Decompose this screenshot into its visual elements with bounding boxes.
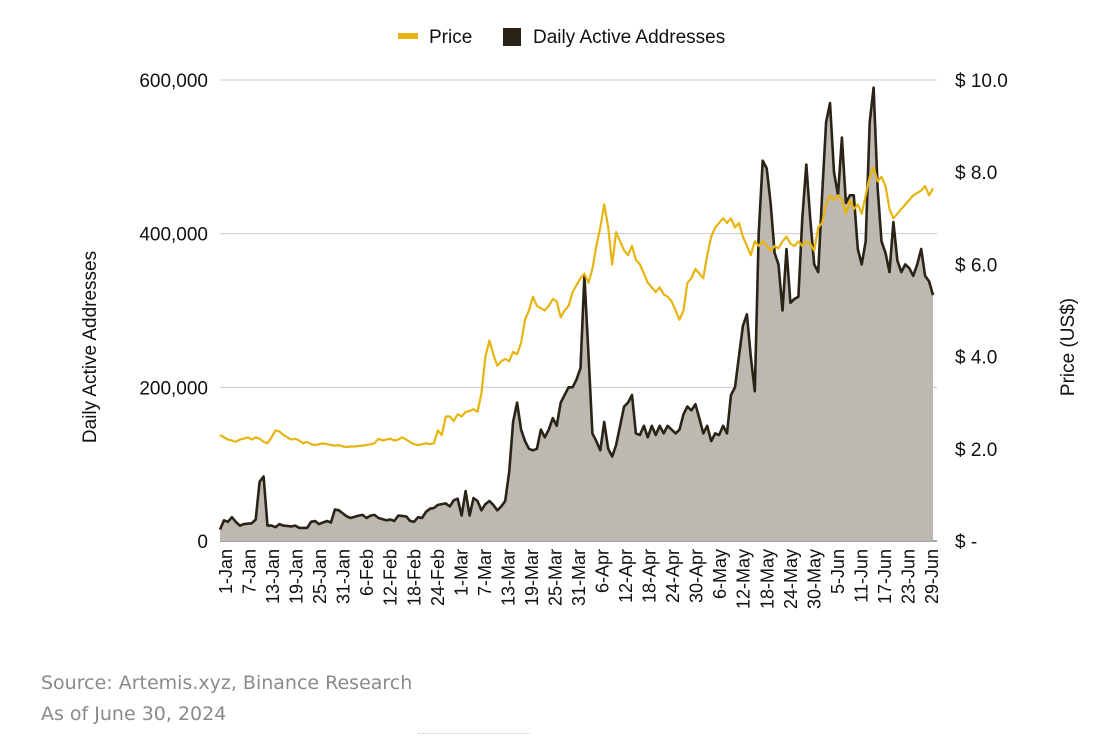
right-tick-label: $ 8.0: [955, 163, 997, 184]
x-tick-label: 18-May: [757, 549, 777, 609]
x-tick-label: 25-Jan: [310, 549, 330, 604]
x-tick-label: 18-Apr: [640, 549, 660, 603]
legend-daa-label: Daily Active Addresses: [533, 27, 725, 48]
x-tick-label: 31-Jan: [334, 549, 354, 604]
left-tick-label: 200,000: [139, 378, 208, 399]
x-tick-label: 31-Mar: [569, 549, 589, 606]
as-of-note: As of June 30, 2024: [41, 703, 227, 725]
right-axis-ticks: $ - $ 2.0 $ 4.0 $ 6.0 $ 8.0 $ 10.0: [955, 71, 1008, 553]
x-tick-label: 29-Jun: [922, 549, 942, 604]
x-tick-label: 18-Feb: [404, 549, 424, 606]
right-tick-label: $ 4.0: [955, 348, 997, 369]
x-tick-label: 12-Feb: [381, 549, 401, 606]
x-tick-label: 13-Mar: [498, 549, 518, 606]
right-axis-title: Price (US$): [1058, 298, 1079, 396]
left-axis-title: Daily Active Addresses: [80, 251, 101, 443]
left-tick-label: 0: [197, 532, 208, 553]
x-tick-label: 25-Mar: [546, 549, 566, 606]
right-tick-label: $ 6.0: [955, 255, 997, 276]
x-tick-label: 30-Apr: [687, 549, 707, 603]
x-tick-label: 24-Apr: [663, 549, 683, 603]
source-note: Source: Artemis.xyz, Binance Research: [41, 672, 413, 694]
daa-area-fill: [220, 87, 934, 541]
x-tick-label: 5-Jun: [828, 549, 848, 594]
x-tick-label: 19-Jan: [287, 549, 307, 604]
x-tick-label: 12-Apr: [616, 549, 636, 603]
line-layer: [218, 86, 935, 531]
x-tick-label: 24-Feb: [428, 549, 448, 606]
x-tick-label: 1-Mar: [451, 549, 471, 596]
x-tick-label: 17-Jun: [875, 549, 895, 604]
x-tick-label: 6-Feb: [357, 549, 377, 596]
x-tick-label: 23-Jun: [899, 549, 919, 604]
x-tick-label: 11-Jun: [851, 549, 871, 603]
x-tick-label: 7-Mar: [475, 549, 495, 596]
legend-price-swatch: [398, 33, 418, 39]
x-tick-label: 1-Jan: [216, 549, 236, 594]
x-tick-label: 24-May: [781, 549, 801, 609]
x-tick-label: 19-Mar: [522, 549, 542, 606]
legend: Price Daily Active Addresses: [398, 27, 725, 48]
x-tick-label: 7-Jan: [240, 549, 260, 594]
left-axis-ticks: 0 200,000 400,000 600,000: [139, 71, 208, 553]
area-layer: [220, 87, 934, 541]
x-tick-label: 6-Apr: [593, 549, 613, 593]
left-tick-label: 400,000: [139, 225, 208, 246]
divider: [418, 733, 530, 734]
x-tick-label: 30-May: [804, 549, 824, 609]
left-tick-label: 600,000: [139, 71, 208, 92]
x-tick-label: 12-May: [734, 549, 754, 609]
legend-price-label: Price: [429, 27, 472, 48]
right-tick-label: $ 10.0: [955, 71, 1008, 92]
x-tick-label: 13-Jan: [263, 549, 283, 604]
legend-daa-swatch: [503, 28, 521, 46]
x-tick-label: 6-May: [710, 549, 730, 599]
daa-series-line: [218, 86, 935, 531]
right-tick-label: $ -: [955, 532, 977, 553]
price-series-line: [219, 166, 934, 449]
right-tick-label: $ 2.0: [955, 440, 997, 461]
x-axis-ticks: 1-Jan 7-Jan 13-Jan 19-Jan 25-Jan 31-Jan 6-Feb 1…: [216, 549, 942, 609]
